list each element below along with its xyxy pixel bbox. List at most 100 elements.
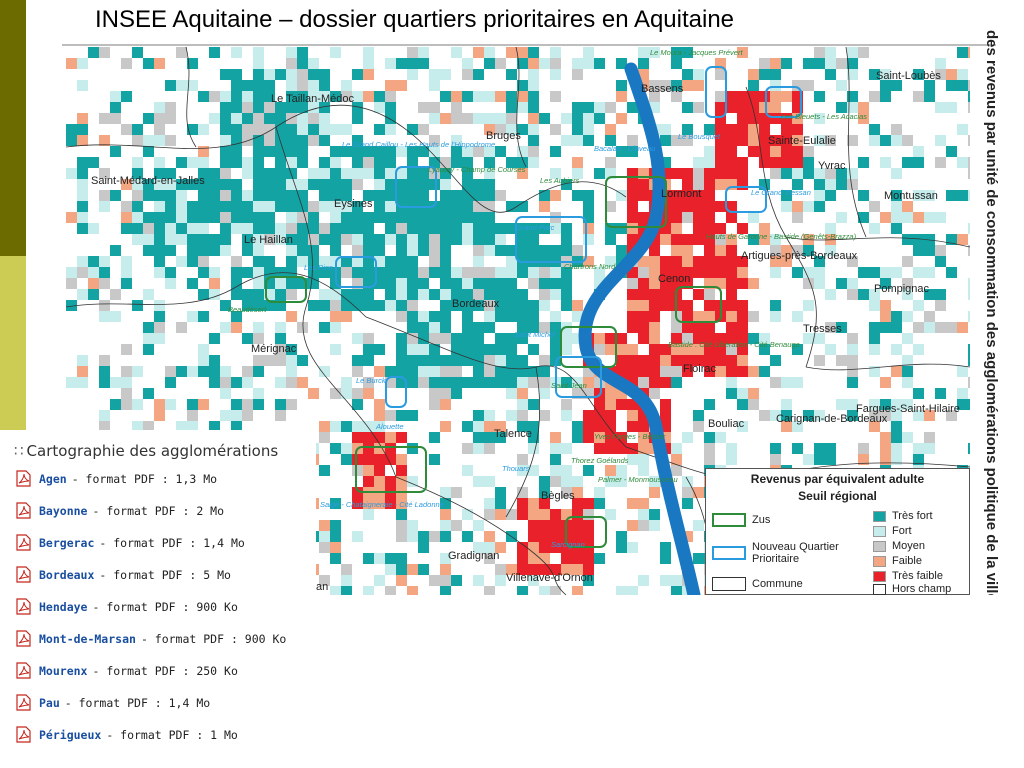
neighbourhood-label: Grand Parc: [516, 223, 555, 232]
legend-commune: Commune: [712, 577, 803, 591]
legend-tres-faible: Très faible: [873, 570, 943, 582]
legend-nqp-label: Nouveau Quartier Prioritaire: [752, 541, 839, 565]
pdf-icon: [16, 662, 31, 679]
commune-label: Bruges: [486, 130, 521, 142]
hors-champ-swatch: [873, 583, 886, 595]
commune-label: Mérignac: [251, 343, 297, 355]
file-name[interactable]: Bayonne: [39, 503, 88, 518]
pdf-icon: [16, 694, 31, 711]
legend-zus: Zus: [712, 513, 770, 527]
panel-title-text: Cartographie des agglomérations: [26, 442, 279, 460]
commune-label: Cenon: [658, 273, 690, 285]
neighbourhood-label: Hauts de Garonne - Bastide (Genêts-Brazz…: [706, 232, 857, 241]
legend-fort: Fort: [873, 525, 912, 537]
neighbourhood-label: Sarcignan: [551, 540, 585, 549]
legend-faible-label: Faible: [892, 555, 922, 567]
download-panel: ∷ Cartographie des agglomérations Agen - f…: [0, 430, 316, 768]
map-side-title-text: des revenus par unité de consommation de…: [983, 30, 1000, 595]
fort-swatch: [873, 525, 886, 537]
moyen-swatch: [873, 540, 886, 552]
pdf-icon: [16, 534, 31, 551]
legend-tres-fort-label: Très fort: [892, 510, 933, 522]
neighbourhood-label: Palmer - Monmousseau: [598, 475, 678, 484]
commune-label: Saint-Médard-en-Jalles: [91, 175, 205, 187]
pdf-link-6[interactable]: Mont-de-Marsan - format PDF : 900 Ko: [16, 630, 286, 647]
tres-faible-swatch: [873, 570, 886, 582]
neighbourhood-label: Thouars: [502, 464, 530, 473]
commune-label: Gradignan: [448, 550, 499, 562]
file-desc: - format PDF : 1,4 Mo: [64, 695, 211, 710]
pdf-link-8[interactable]: Pau - format PDF : 1,4 Mo: [16, 694, 210, 711]
title-divider: [62, 44, 996, 46]
neighbourhood-label: Beaudésert: [228, 305, 267, 314]
commune-label: Fargues-Saint-Hilaire: [856, 403, 960, 415]
commune-label: an: [316, 581, 328, 593]
legend-hors-champ: Hors champ: [873, 583, 951, 595]
commune-label: Pompignac: [874, 283, 930, 295]
legend-tres-faible-label: Très faible: [892, 570, 943, 582]
neighbourhood-label: Yves Farges - Belcier: [594, 432, 666, 441]
file-desc: - format PDF : 1 Mo: [106, 727, 238, 742]
tres-fort-swatch: [873, 510, 886, 522]
neighbourhood-label: Thorez Goélands: [571, 456, 629, 465]
file-desc: - format PDF : 1,4 Mo: [99, 535, 245, 550]
commune-label: Artigues-près-Bordeaux: [741, 250, 858, 262]
map-side-title: des revenus par unité de consommation de…: [980, 30, 1024, 595]
file-name[interactable]: Pau: [39, 695, 60, 710]
commune-label: Saint-Loubès: [876, 70, 941, 82]
map-legend: Revenus par équivalent adulte Seuil régi…: [705, 468, 970, 595]
file-name[interactable]: Mont-de-Marsan: [39, 631, 136, 646]
legend-zus-label: Zus: [752, 514, 771, 526]
file-name[interactable]: Périgueux: [39, 727, 102, 742]
neighbourhood-label: Saint-Jean: [551, 381, 587, 390]
legend-faible: Faible: [873, 555, 922, 567]
neighbourhood-label: Bastide : Cité Libération - Cité Benauge: [668, 340, 800, 349]
commune-label: Bègles: [541, 490, 575, 502]
nqp-swatch: [712, 546, 746, 560]
neighbourhood-label: Le Grand Tressan: [751, 188, 811, 197]
commune-label: Bouliac: [708, 418, 745, 430]
legend-tres-fort: Très fort: [873, 510, 933, 522]
commune-label: Villenave-d'Ornon: [506, 572, 593, 584]
commune-label: Bassens: [641, 83, 684, 95]
legend-nqp: Nouveau Quartier Prioritaire: [712, 541, 852, 565]
pdf-icon: [16, 470, 31, 487]
slide-accent-bar-top: [0, 0, 26, 256]
file-desc: - format PDF : 900 Ko: [92, 599, 238, 614]
pdf-link-7[interactable]: Mourenx - format PDF : 250 Ko: [16, 662, 238, 679]
neighbourhood-label: Lyautey - Champ de Courses: [428, 165, 526, 174]
pdf-icon: [16, 598, 31, 615]
pdf-icon: [16, 502, 31, 519]
pdf-link-1[interactable]: Agen - format PDF : 1,3 Mo: [16, 470, 217, 487]
file-desc: - format PDF : 900 Ko: [140, 631, 287, 646]
file-name[interactable]: Hendaye: [39, 599, 88, 614]
commune-label: Le Taillan-Médoc: [271, 93, 354, 105]
slide-title: INSEE Aquitaine – dossier quartiers prio…: [95, 6, 735, 33]
neighbourhood-label: Saint Michel: [514, 330, 555, 339]
commune-label: Montussan: [884, 190, 938, 202]
legend-fort-label: Fort: [892, 525, 912, 537]
faible-swatch: [873, 555, 886, 567]
zus-swatch: [712, 513, 746, 527]
pdf-link-5[interactable]: Hendaye - format PDF : 900 Ko: [16, 598, 238, 615]
pdf-link-9[interactable]: Périgueux - format PDF : 1 Mo: [16, 726, 238, 743]
pdf-link-2[interactable]: Bayonne - format PDF : 2 Mo: [16, 502, 224, 519]
file-name[interactable]: Bordeaux: [39, 567, 95, 582]
commune-label: Floirac: [683, 363, 717, 375]
neighbourhood-label: Le Grand Caillou - Les Hauts de l'Hippod…: [342, 140, 495, 149]
file-desc: - format PDF : 250 Ko: [92, 663, 238, 678]
neighbourhood-label: Saige - Chataigneraie - Cité Ladonne: [320, 500, 444, 509]
pdf-link-3[interactable]: Bergerac - format PDF : 1,4 Mo: [16, 534, 245, 551]
file-name[interactable]: Mourenx: [39, 663, 88, 678]
neighbourhood-label: Bacalan - Claveau: [594, 144, 656, 153]
legend-hors-champ-label: Hors champ: [892, 583, 952, 595]
pdf-link-4[interactable]: Bordeaux - format PDF : 5 Mo: [16, 566, 231, 583]
legend-subtitle: Seuil régional: [798, 489, 877, 503]
file-name[interactable]: Bergerac: [39, 535, 95, 550]
grip-icon: ∷: [14, 442, 24, 460]
file-name[interactable]: Agen: [39, 471, 67, 486]
commune-label: Bordeaux: [452, 298, 500, 310]
neighbourhood-label: Les Bleuets - Les Acacias: [781, 112, 867, 121]
neighbourhood-label: Les Aubiers: [540, 176, 580, 185]
commune-label: Le Haillan: [244, 234, 293, 246]
